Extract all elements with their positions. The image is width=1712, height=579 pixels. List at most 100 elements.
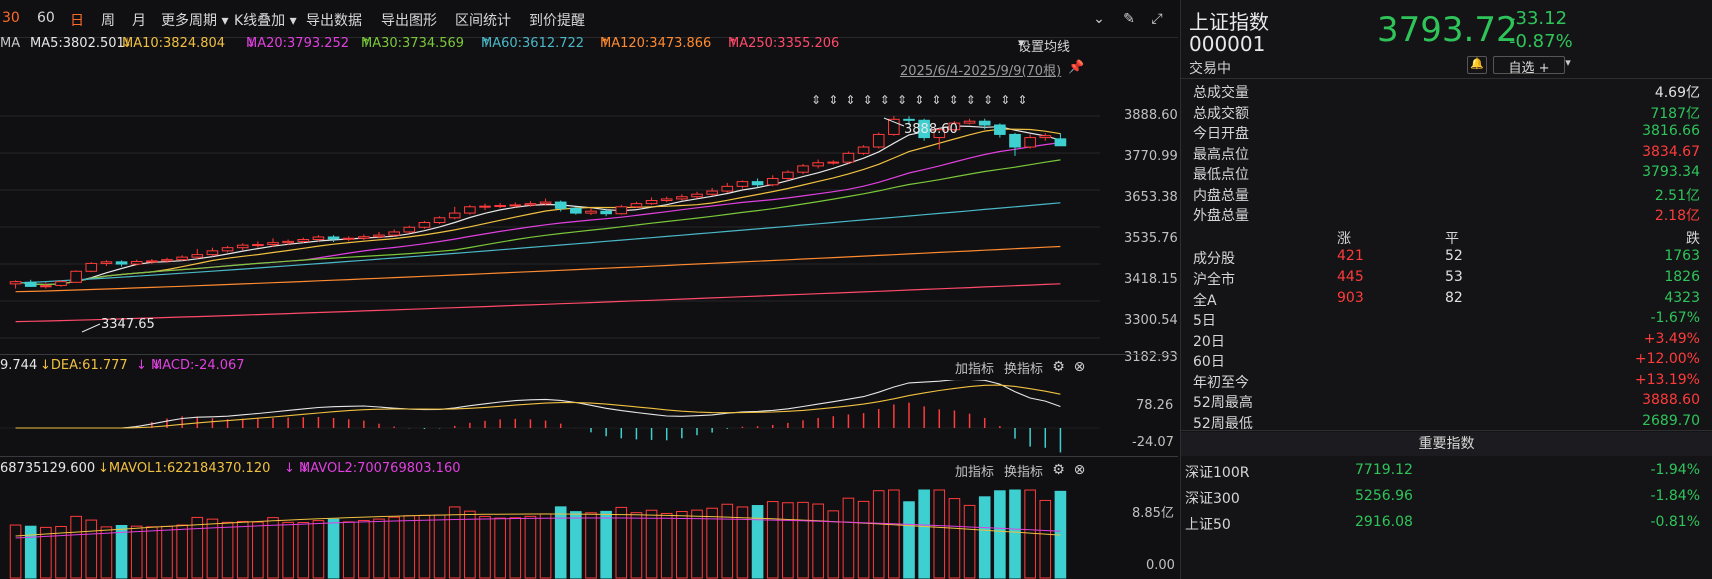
volume-bar-up	[252, 521, 264, 579]
stat-label: 总成交量	[1193, 85, 1249, 101]
volume-bar-up	[615, 506, 628, 579]
candle-up	[585, 210, 597, 214]
ma-settings-dropdown[interactable]: 设置均线 ▾	[1018, 36, 1071, 55]
breadth-up: 421	[1337, 248, 1364, 264]
index-name: 深证300	[1185, 491, 1240, 507]
watchlist-button[interactable]: 自选 +	[1493, 56, 1565, 76]
period-row: 52周最高 3888.60	[1193, 392, 1700, 412]
candle-up	[630, 203, 643, 208]
stat-value: 3834.67	[1642, 143, 1700, 160]
period-week[interactable]: 周	[101, 13, 115, 29]
volume-bar-up	[403, 515, 416, 579]
index-row[interactable]: 深证100R 7719.12 -1.94%	[1185, 462, 1700, 482]
volume-bar-up	[494, 517, 506, 579]
period-value: +12.00%	[1634, 351, 1700, 367]
breadth-header: 涨平跌	[1193, 228, 1700, 248]
candle-up	[509, 204, 522, 207]
volume-bar-up	[130, 525, 143, 579]
stat-value: 3816.66	[1642, 123, 1700, 139]
volume-bar-down	[570, 511, 582, 579]
breadth-row: 全A 903 82 4323	[1193, 290, 1700, 310]
mavol2-line	[15, 517, 1061, 539]
candle-up	[842, 152, 855, 163]
index-code: 000001	[1189, 32, 1266, 56]
candlestick-chart[interactable]: ⇕ ⇕ ⇕ ⇕ ⇕ ⇕ ⇕ ⇕ ⇕ ⇕ ⇕ ⇕ ⇕ 3888.60 3347.65	[0, 80, 1100, 350]
volume-bar-up	[9, 524, 22, 579]
period-label: 60日	[1193, 354, 1225, 370]
volume-bar-up	[812, 503, 824, 579]
volume-bar-up	[358, 519, 370, 579]
volume-bar-up	[963, 504, 976, 579]
macd-chart[interactable]	[0, 380, 1100, 455]
candle-up	[888, 118, 900, 135]
candle-up	[312, 236, 325, 241]
close-icon[interactable]: ⊗	[1073, 359, 1086, 375]
stat-value: 2.51亿	[1654, 187, 1700, 204]
range-stats-button[interactable]: 区间统计	[455, 13, 511, 29]
signal-arrow: ⇕	[949, 93, 959, 107]
export-chart-button[interactable]: 导出图形	[381, 13, 437, 29]
breadth-down: 1763	[1664, 248, 1700, 264]
period-60[interactable]: 60	[37, 10, 55, 26]
brush-icon[interactable]: ✎	[1123, 11, 1135, 27]
period-day[interactable]: 日	[70, 13, 84, 29]
period-row: 60日 +12.00%	[1193, 351, 1700, 371]
candle-up	[342, 237, 355, 240]
signal-arrow: ⇕	[845, 93, 855, 107]
ma-line-ma20	[15, 142, 1061, 286]
volume-bar-up	[282, 521, 294, 579]
switch-indicator-button[interactable]: 换指标	[1004, 362, 1044, 377]
collapse-circle-icon[interactable]: ⌄	[1093, 11, 1105, 27]
pin-icon[interactable]: 📌	[1068, 60, 1085, 75]
volume-legend: 68735129.600 ↓ MAVOL1:622184370.120 ↓ MA…	[0, 461, 1178, 481]
index-row[interactable]: 上证50 2916.08 -0.81%	[1185, 514, 1700, 534]
stat-row: 最高点位 3834.67	[1193, 144, 1700, 164]
volume-bar-up	[509, 517, 522, 579]
candle-up	[782, 171, 794, 179]
volume-bar-up	[312, 520, 325, 579]
index-row[interactable]: 深证300 5256.96 -1.84%	[1185, 488, 1700, 508]
signal-arrow: ⇕	[966, 93, 976, 107]
breadth-header-flat: 平	[1445, 231, 1459, 247]
period-row: 5日 -1.67%	[1193, 310, 1700, 330]
signal-arrow: ⇕	[880, 93, 890, 107]
candle-down	[1009, 133, 1021, 148]
candle-up	[267, 242, 279, 246]
volume-bar-up	[267, 517, 279, 579]
candle-down	[570, 207, 582, 214]
kline-overlay-dropdown[interactable]: K线叠加 ▾	[234, 10, 297, 30]
volume-chart[interactable]	[0, 482, 1100, 579]
ma-line-ma60	[15, 202, 1061, 284]
candle-down	[327, 236, 340, 240]
candle-up	[1024, 137, 1036, 148]
chevron-down-icon[interactable]: ▾	[1565, 56, 1571, 69]
export-data-button[interactable]: 导出数据	[306, 13, 362, 29]
price-change-pct: -0.87%	[1509, 31, 1573, 52]
period-30[interactable]: 30	[2, 10, 20, 26]
index-price: 2916.08	[1355, 514, 1413, 530]
signal-arrow: ⇕	[983, 93, 993, 107]
candle-down	[751, 181, 764, 186]
volume-bar-up	[85, 519, 98, 579]
volume-bar-up	[888, 489, 900, 579]
volume-bar-up	[948, 498, 961, 579]
period-month[interactable]: 月	[132, 13, 146, 29]
volume-bar-up	[797, 501, 809, 579]
more-periods-label: 更多周期	[161, 13, 217, 29]
candle-up	[146, 260, 158, 263]
close-icon[interactable]: ⊗	[1073, 462, 1086, 478]
candle-up	[660, 198, 673, 202]
volume-bar-up	[479, 515, 491, 579]
low-annotation-arrow	[81, 323, 101, 333]
fullscreen-icon[interactable]: ⤢	[1151, 11, 1163, 27]
gear-icon[interactable]: ⚙	[1052, 462, 1065, 478]
switch-indicator-button[interactable]: 换指标	[1004, 465, 1044, 480]
add-indicator-button[interactable]: 加指标	[955, 362, 995, 377]
more-periods-dropdown[interactable]: 更多周期 ▾	[161, 10, 228, 30]
price-alert-button[interactable]: 到价提醒	[529, 13, 585, 29]
gear-icon[interactable]: ⚙	[1052, 359, 1065, 375]
index-pct: -0.81%	[1650, 514, 1700, 530]
bell-icon[interactable]: 🔔	[1467, 56, 1487, 74]
candle-up	[161, 259, 173, 262]
add-indicator-button[interactable]: 加指标	[955, 465, 995, 480]
